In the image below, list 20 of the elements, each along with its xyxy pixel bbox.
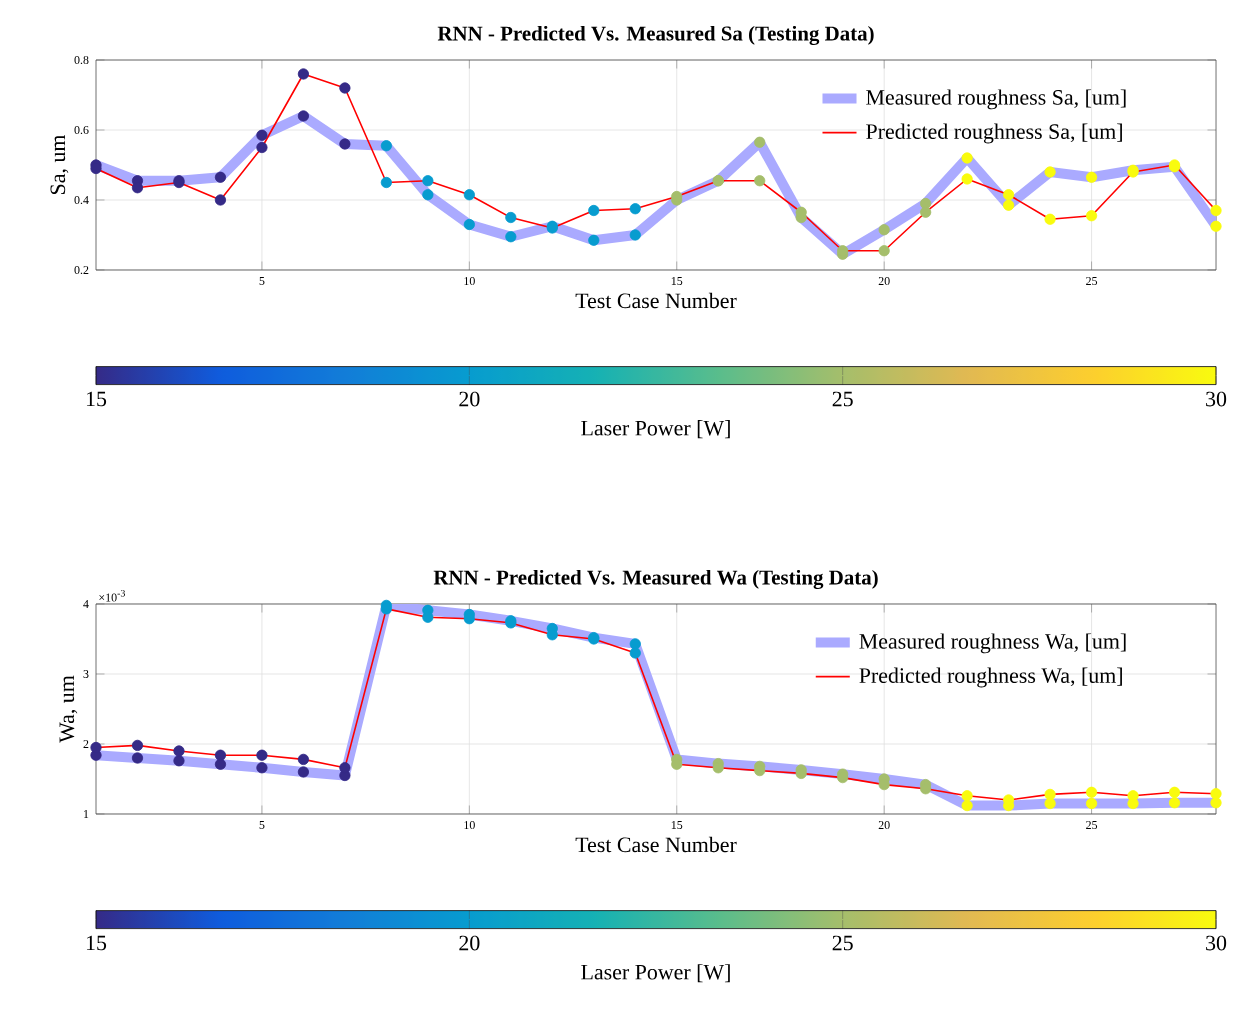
legend-label: Measured roughness Sa, [um] bbox=[866, 89, 1126, 110]
color-bar-label: 20 bbox=[459, 935, 480, 951]
color-bar-title: Laser Power [W] bbox=[581, 964, 730, 983]
y-axis-title: Wa, um bbox=[59, 675, 78, 743]
legend-label: Predicted roughness Sa, [um] bbox=[866, 123, 1122, 144]
chart-title: RNN - Predicted Vs. Measured Wa (Testing Data) bbox=[433, 569, 878, 590]
color-bar-label: 15 bbox=[86, 391, 107, 407]
legend-label: Predicted roughness Wa, [um] bbox=[859, 667, 1122, 688]
color-bar-title: Laser Power [W] bbox=[581, 420, 730, 439]
color-bar-label: 15 bbox=[86, 935, 107, 951]
chart-title: RNN - Predicted Vs. Measured Sa (Testing Data) bbox=[437, 25, 874, 46]
x-axis-title: Test Case Number bbox=[575, 292, 737, 309]
color-bar-label: 30 bbox=[1206, 391, 1227, 407]
color-bar-label: 20 bbox=[459, 391, 480, 407]
color-bar-label: 25 bbox=[832, 391, 853, 407]
x-axis-title: Test Case Number bbox=[575, 836, 737, 853]
legend-label: Measured roughness Wa, [um] bbox=[859, 633, 1126, 654]
color-bar-label: 25 bbox=[832, 935, 853, 951]
color-bar-label: 30 bbox=[1206, 935, 1227, 951]
y-axis-title: Sa, um bbox=[50, 134, 69, 194]
